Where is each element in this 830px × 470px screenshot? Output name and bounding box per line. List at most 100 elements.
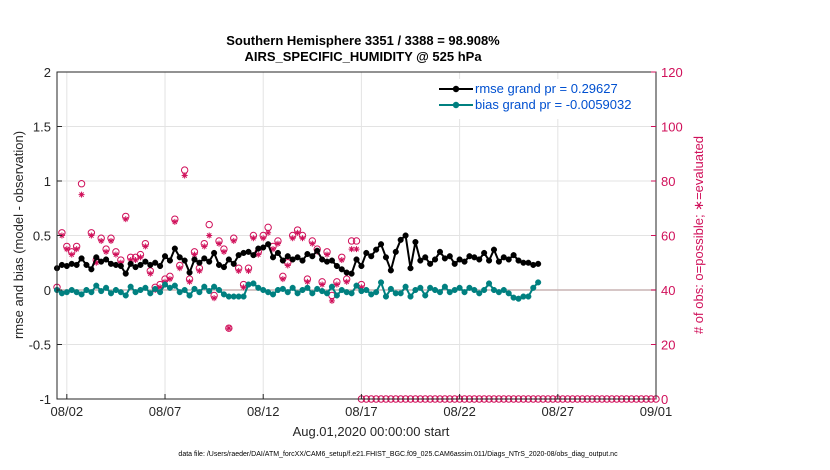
rmse-point [299,257,306,264]
bias-point [58,290,65,297]
rmse-point [432,256,439,263]
rmse-point [490,246,498,253]
y-right-tick-label: 100 [661,120,683,135]
rmse-point [294,254,301,261]
bias-point [181,286,188,294]
bias-point [309,290,316,297]
bias-point [201,283,208,290]
bias-point [240,293,247,300]
rmse-point [269,254,277,261]
rmse-point [127,260,134,267]
rmse-point [196,259,203,266]
obs-evaluated-point [171,218,178,225]
bias-point [142,284,149,291]
rmse-point [171,245,178,252]
rmse-point [314,247,321,254]
bias-point [245,281,252,288]
bias-point [250,280,257,287]
bias-point [500,286,507,294]
legend-rmse-label: rmse grand pr = 0.29627 [475,81,618,96]
bias-point [161,281,169,288]
rmse-point [505,256,512,263]
bias-point [152,285,159,292]
obs-evaluated-point [304,278,311,285]
rmse-point [377,241,385,248]
obs-possible-point [347,237,356,245]
obs-possible-point [264,223,272,232]
chart-subtitle: AIRS_SPECIFIC_HUMIDITY @ 525 hPa [244,49,482,64]
bias-point [274,286,281,294]
bias-point [510,294,517,301]
rmse-point [486,257,493,264]
rmse-point [88,266,95,273]
obs-evaluated-point [181,172,188,179]
obs-possible-point [180,166,189,174]
bias-point [377,279,385,286]
series-layer [53,166,660,403]
obs-evaluated-point [265,229,272,236]
bias-point [147,290,154,297]
obs-evaluated-point [235,267,242,274]
obs-evaluated-point [206,232,213,239]
rmse-point [260,244,267,251]
y-tick-label: 1.5 [33,120,51,135]
grid-lines [57,71,657,400]
y-right-tick-label: 60 [661,229,675,244]
bias-point [211,283,218,290]
obs-evaluated-point [225,325,232,332]
bias-point [505,290,512,297]
bias-point [206,288,213,295]
bias-point [407,293,414,300]
rmse-point [58,261,65,268]
obs-evaluated-point [73,246,80,253]
y-right-tick-label: 0 [661,392,668,407]
bias-point [269,291,277,298]
bias-point [107,290,115,297]
rmse-point [495,258,502,265]
rmse-point [186,269,193,276]
rmse-point [466,253,473,260]
bias-point [353,282,360,289]
rmse-point [279,257,286,264]
obs-evaluated-point [103,248,110,255]
x-axis-label: Aug.01,2020 00:00:00 start [293,424,450,439]
y-tick-label: 2 [44,65,51,80]
obs-evaluated-point [333,281,340,288]
rmse-point [166,257,173,264]
legend-box [434,79,648,119]
bias-point [387,285,394,292]
bias-point [323,290,331,297]
obs-possible-point [352,237,361,245]
bias-point [93,282,100,289]
rmse-point [382,254,390,261]
rmse-point [142,258,149,265]
rmse-point [181,257,188,264]
rmse-point [392,248,399,255]
obs-evaluated-point [196,267,203,274]
y-tick-label: -1 [39,392,51,407]
obs-evaluated-point [147,270,154,277]
bias-point [456,284,463,291]
obs-evaluated-point [270,246,277,253]
rmse-point [176,254,183,261]
y-right-tick-label: 120 [661,65,683,80]
bias-point [382,293,390,300]
rmse-point [417,257,424,264]
obs-evaluated-point [353,246,360,253]
rmse-point [481,249,488,256]
obs-evaluated-point [309,240,316,247]
rmse-point [191,256,198,263]
axis-ticks: 08/02 08/07 08/12 08/17 08/22 08/27 09/01 -1 -0.… [29,65,683,419]
bias-point [486,280,493,287]
bias-point [436,289,444,296]
y-right-tick-label: 20 [661,338,675,353]
obs-evaluated-point [112,251,119,258]
rmse-point [451,260,458,267]
rmse-point [328,257,336,264]
rmse-point [161,253,169,260]
rmse-point [255,245,262,252]
obs-evaluated-point [88,232,95,239]
y-tick-label: 1 [44,174,51,189]
y-tick-label: -0.5 [29,338,51,353]
